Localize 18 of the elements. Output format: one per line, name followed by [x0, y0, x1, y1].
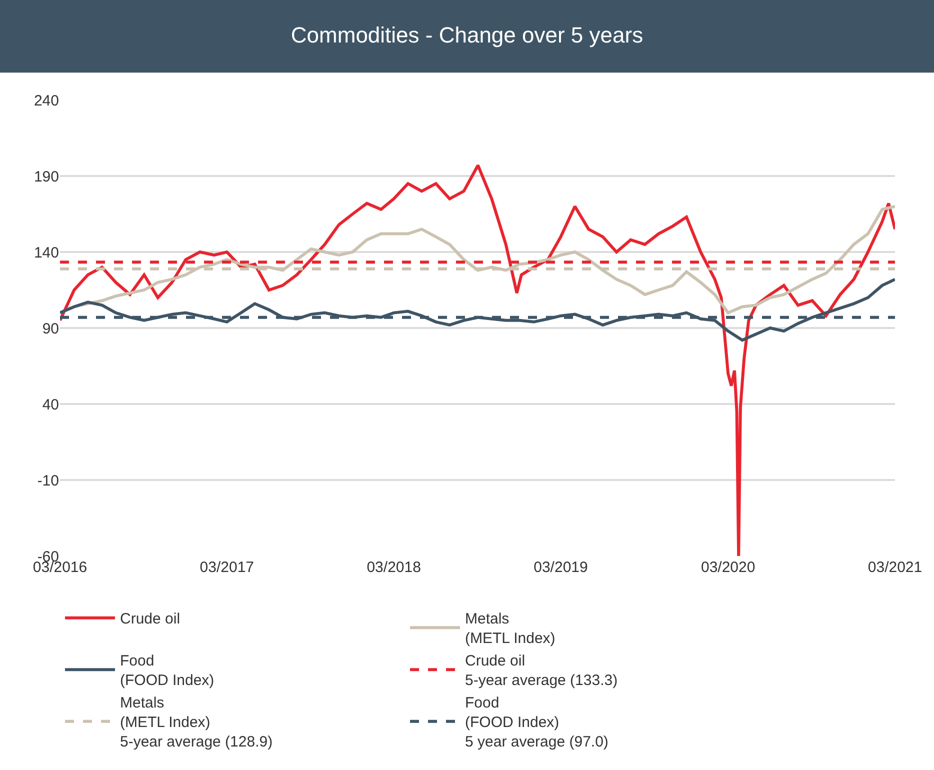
- y-tick-label: 190: [34, 168, 59, 186]
- x-tick-label: 03/2018: [366, 559, 421, 576]
- y-tick-label: 240: [34, 92, 59, 110]
- legend-label: Food (FOOD Index): [120, 652, 214, 690]
- chart-title: Commodities - Change over 5 years: [290, 22, 644, 48]
- legend-label: Metals (METL Index) 5-year average (128.9): [120, 694, 273, 751]
- y-tick-label: 40: [42, 396, 59, 414]
- legend-label: Crude oil 5-year average (133.3): [465, 652, 618, 690]
- y-tick-label: -10: [37, 472, 59, 490]
- legend-label: Food (FOOD Index) 5 year average (97.0): [465, 694, 608, 751]
- x-tick-label: 03/2020: [700, 559, 756, 576]
- legend-label: Crude oil: [120, 610, 180, 628]
- y-tick-label: 90: [42, 320, 59, 338]
- y-tick-label: 140: [34, 244, 59, 262]
- legend-label: Metals (METL Index): [465, 610, 556, 648]
- x-tick-label: 03/2017: [200, 559, 254, 576]
- x-tick-label: 03/2021: [868, 559, 922, 576]
- x-tick-label: 03/2019: [534, 559, 588, 576]
